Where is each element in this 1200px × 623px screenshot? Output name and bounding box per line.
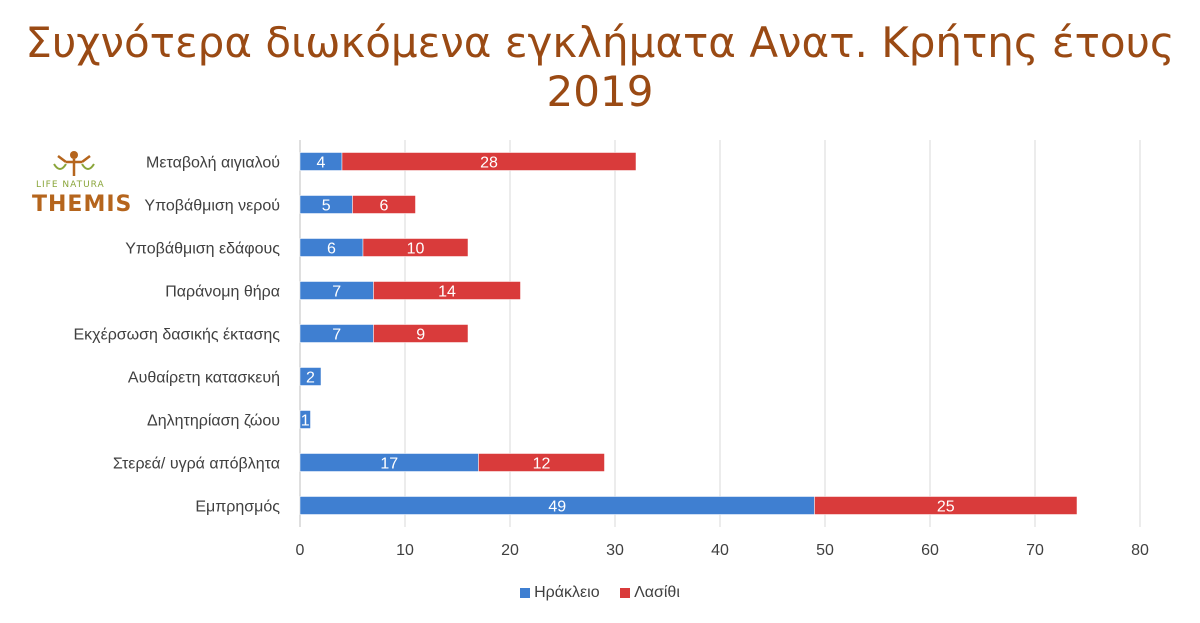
data-label-series-2: 0 (321, 370, 330, 387)
data-label-series-1: 5 (322, 198, 331, 215)
bar-series-2 (341, 152, 637, 171)
x-tick-label: 40 (711, 542, 729, 559)
logo-life-natura: LIFE NATURA (36, 180, 105, 190)
category-label: Μεταβολή αιγιαλού (146, 155, 280, 172)
bar-series-2 (373, 324, 469, 343)
x-tick-label: 70 (1026, 542, 1044, 559)
bar-series-2 (352, 195, 416, 214)
data-label-series-1: 2 (306, 370, 315, 387)
legend-swatch-series-2 (620, 587, 631, 598)
legend-label-series-2: Λασίθι (634, 584, 680, 601)
data-label-series-1: 7 (332, 327, 341, 344)
category-label: Παράνομη θήρα (165, 284, 280, 301)
bar-series-2 (478, 453, 605, 472)
bar-series-2 (362, 238, 469, 257)
data-label-series-2: 0 (310, 413, 319, 430)
logo-themis: THEMIS (32, 192, 133, 217)
x-tick-label: 30 (606, 542, 624, 559)
chart-legend: Ηράκλειο Λασίθι (0, 584, 1200, 602)
legend-swatch-series-1 (520, 587, 531, 598)
legend-item-series-1: Ηράκλειο (520, 584, 600, 602)
legend-label-series-1: Ηράκλειο (534, 584, 600, 601)
data-label-series-1: 1 (301, 413, 310, 430)
data-label-series-1: 6 (327, 241, 336, 258)
x-tick-label: 60 (921, 542, 939, 559)
data-label-series-2: 10 (407, 241, 425, 258)
data-label-series-2: 28 (480, 155, 498, 172)
life-natura-themis-logo: LIFE NATURA THEMIS (30, 150, 140, 220)
data-label-series-1: 7 (332, 284, 341, 301)
x-tick-label: 50 (816, 542, 834, 559)
category-label: Υποβάθμιση εδάφους (125, 241, 280, 258)
bar-series-1 (299, 410, 311, 429)
x-tick-label: 10 (396, 542, 414, 559)
chart-title: Συχνότερα διωκόμενα εγκλήματα Ανατ. Κρήτ… (25, 18, 1175, 116)
category-label: Εκχέρσωση δασικής έκτασης (74, 327, 281, 344)
data-label-series-1: 17 (380, 456, 398, 473)
data-label-series-2: 12 (533, 456, 551, 473)
bar-series-2 (814, 496, 1078, 515)
category-label: Υποβάθμιση νερού (144, 198, 280, 215)
legend-item-series-2: Λασίθι (620, 584, 680, 602)
bar-series-2 (373, 281, 521, 300)
data-label-series-2: 14 (438, 284, 456, 301)
bar-series-1 (299, 367, 322, 386)
data-label-series-1: 4 (317, 155, 326, 172)
category-label: Αυθαίρετη κατασκευή (128, 370, 280, 387)
logo-figure-icon (53, 151, 95, 176)
data-label-series-2: 9 (416, 327, 425, 344)
x-tick-label: 20 (501, 542, 519, 559)
data-label-series-2: 25 (937, 499, 955, 516)
x-tick-label: 0 (296, 542, 305, 559)
category-label: Στερεά/ υγρά απόβλητα (113, 456, 280, 473)
category-label: Εμπρησμός (195, 499, 280, 516)
data-label-series-2: 6 (380, 198, 389, 215)
category-label: Δηλητηρίαση ζώου (147, 413, 280, 430)
x-tick-label: 80 (1131, 542, 1149, 559)
data-label-series-1: 49 (548, 499, 566, 516)
